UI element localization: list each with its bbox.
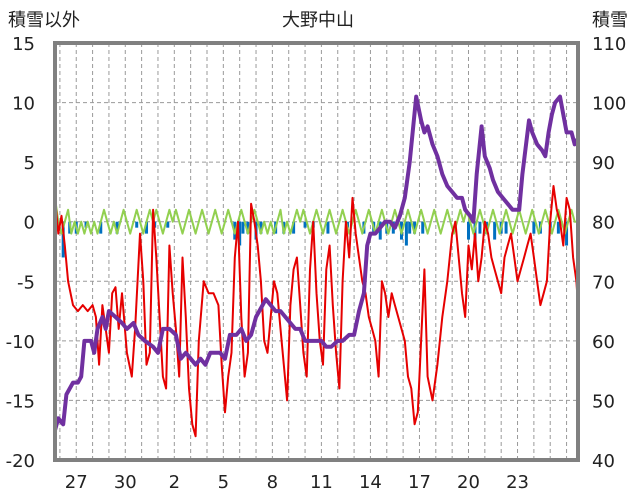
bar-mark xyxy=(303,221,307,228)
left-tick-label: -10 xyxy=(6,332,35,353)
left-tick-label: -15 xyxy=(6,391,35,412)
x-tick-label: 17 xyxy=(408,472,431,493)
bar-mark xyxy=(241,221,245,234)
bar-mark xyxy=(413,221,417,234)
x-tick-label: 27 xyxy=(65,472,88,493)
bar-mark xyxy=(493,221,497,240)
x-tick-label: 20 xyxy=(457,472,480,493)
chart-title: 大野中山 xyxy=(282,10,354,31)
series-line xyxy=(53,94,580,431)
bar-mark xyxy=(466,221,470,240)
bar-mark xyxy=(145,221,149,234)
right-tick-label: 60 xyxy=(592,332,615,353)
left-tick-label: -5 xyxy=(17,272,35,293)
left-tick-label: -20 xyxy=(6,451,35,472)
bar-mark xyxy=(246,221,250,234)
bar-mark xyxy=(292,221,296,234)
bar-mark xyxy=(99,221,103,234)
bar-mark xyxy=(532,221,536,234)
left-tick-label: 5 xyxy=(24,153,35,174)
bar-mark xyxy=(556,221,560,234)
right-tick-label: 90 xyxy=(592,153,615,174)
x-tick-label: 11 xyxy=(310,472,333,493)
left-axis-label: 積雪以外 xyxy=(8,10,80,31)
right-axis-label: 積雪 xyxy=(592,10,628,31)
bar-mark xyxy=(504,221,508,234)
bar-mark xyxy=(326,221,330,234)
bar-mark xyxy=(135,221,139,228)
bar-mark xyxy=(115,221,119,234)
x-tick-label: 2 xyxy=(169,472,180,493)
right-tick-label: 100 xyxy=(592,94,626,115)
bar-mark xyxy=(565,221,569,246)
x-tick-label: 23 xyxy=(506,472,529,493)
bar-mark xyxy=(259,221,263,234)
right-axis-ticks: 110 100 90 80 70 60 50 40 xyxy=(592,34,626,472)
x-tick-label: 8 xyxy=(267,472,278,493)
x-tick-label: 5 xyxy=(218,472,229,493)
series-layer xyxy=(53,94,580,438)
bar-mark xyxy=(408,221,412,234)
bar-mark xyxy=(238,221,242,246)
bar-mark xyxy=(166,221,170,228)
x-tick-label: 30 xyxy=(114,472,137,493)
right-tick-label: 50 xyxy=(592,391,615,412)
left-tick-label: 10 xyxy=(12,94,35,115)
bar-mark xyxy=(404,221,408,246)
series-line xyxy=(54,185,579,438)
right-tick-label: 40 xyxy=(592,451,615,472)
x-tick-label: 14 xyxy=(359,472,382,493)
bar-mark xyxy=(478,221,482,234)
left-tick-label: 15 xyxy=(12,34,35,55)
right-tick-label: 110 xyxy=(592,34,626,55)
x-axis-ticks: 27 30 2 5 8 11 14 17 20 23 xyxy=(65,472,529,493)
series-line xyxy=(54,197,578,235)
bar-mark xyxy=(421,221,425,234)
right-tick-label: 80 xyxy=(592,213,615,234)
right-tick-label: 70 xyxy=(592,272,615,293)
left-tick-label: 0 xyxy=(24,213,35,234)
plot-frame xyxy=(53,41,580,462)
left-axis-ticks: 15 10 5 0 -5 -10 -15 -20 xyxy=(6,34,35,472)
